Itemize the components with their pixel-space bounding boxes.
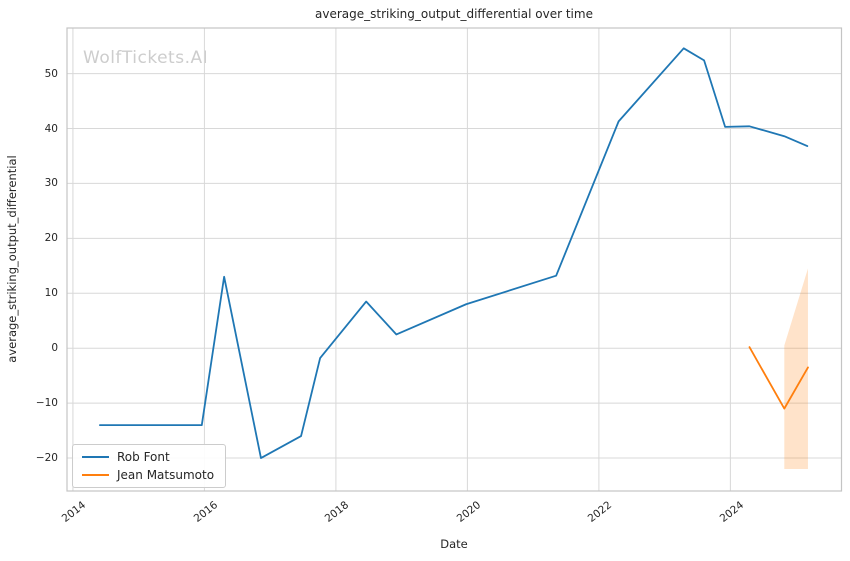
legend-item-jean-matsumoto: Jean Matsumoto: [82, 468, 214, 482]
y-tick-label: 50: [44, 67, 58, 80]
y-tick-label: −10: [35, 397, 58, 410]
legend-item-rob-font: Rob Font: [82, 450, 214, 464]
x-axis-label: Date: [440, 537, 468, 551]
y-tick-label: −20: [35, 452, 58, 465]
legend-line-swatch-blue: [82, 456, 109, 458]
y-axis-label: average_striking_output_differential: [5, 155, 19, 363]
confidence-band: [784, 268, 808, 470]
legend: Rob Font Jean Matsumoto: [72, 444, 227, 488]
y-tick-label: 30: [44, 177, 58, 190]
legend-label: Jean Matsumoto: [117, 468, 215, 482]
plot-border: [66, 27, 843, 492]
y-tick-label: 20: [44, 232, 58, 245]
watermark: WolfTickets.AI: [83, 48, 209, 68]
legend-line-swatch-orange: [82, 474, 109, 476]
chart-title: average_striking_output_differential ove…: [315, 7, 593, 21]
y-tick-label: 40: [44, 122, 58, 135]
legend-label: Rob Font: [117, 450, 170, 464]
y-tick-label: 10: [44, 287, 58, 300]
y-tick-label: 0: [51, 342, 58, 355]
series-line-jean-matsumoto: [748, 346, 809, 410]
series-line-rob-font: [98, 47, 809, 459]
